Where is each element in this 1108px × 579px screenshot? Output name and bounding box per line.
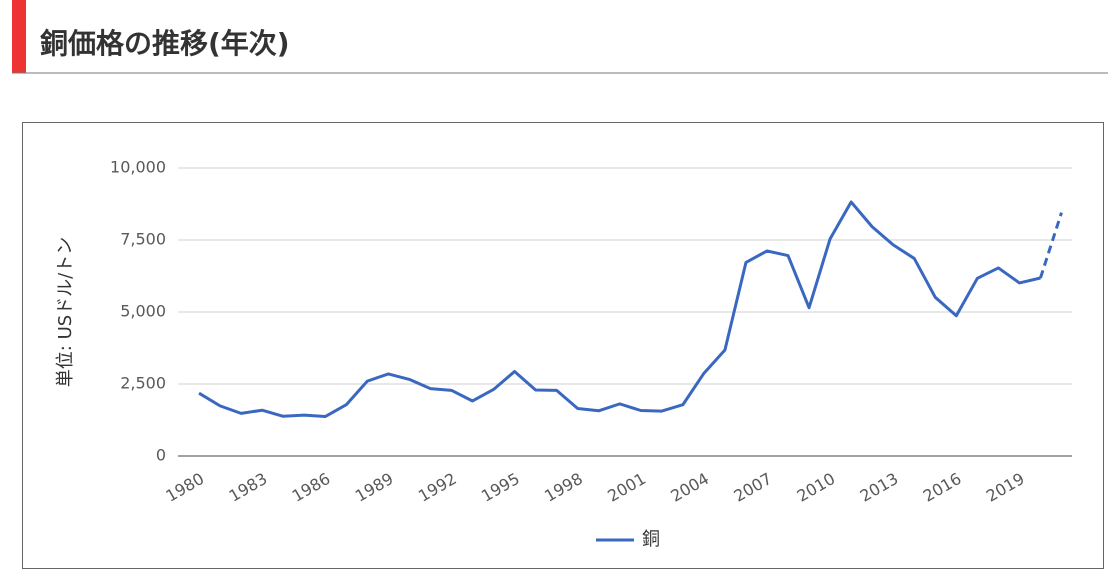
y-tick-label: 7,500 <box>120 230 166 249</box>
y-tick-label: 10,000 <box>110 158 166 177</box>
chart-frame <box>22 122 1104 569</box>
series-line-dashed <box>1039 212 1063 279</box>
y-tick-label: 2,500 <box>120 374 166 393</box>
x-tick-label: 2016 <box>920 469 965 506</box>
x-tick-label: 1992 <box>415 469 460 506</box>
header-accent <box>12 0 26 73</box>
y-tick-label: 5,000 <box>120 302 166 321</box>
x-tick-label: 2004 <box>667 469 712 506</box>
x-tick-label: 1986 <box>289 469 334 506</box>
x-tick-label: 1998 <box>541 469 586 506</box>
x-tick-label: 2013 <box>857 469 902 506</box>
y-tick-label: 0 <box>156 446 166 465</box>
x-tick-label: 2019 <box>983 469 1028 506</box>
x-tick-label: 2010 <box>794 469 839 506</box>
x-tick-label: 1989 <box>352 469 397 506</box>
series-line <box>198 200 1041 419</box>
x-tick-label: 1995 <box>478 469 523 506</box>
page-title: 銅価格の推移(年次) <box>40 27 290 60</box>
x-tick-label: 1980 <box>163 469 208 506</box>
x-tick-label: 2001 <box>604 469 649 506</box>
y-axis-label: 単位: USドル/トン <box>55 237 76 387</box>
x-tick-label: 2007 <box>730 469 775 506</box>
legend-label: 銅 <box>642 529 660 550</box>
x-tick-label: 1983 <box>226 469 271 506</box>
